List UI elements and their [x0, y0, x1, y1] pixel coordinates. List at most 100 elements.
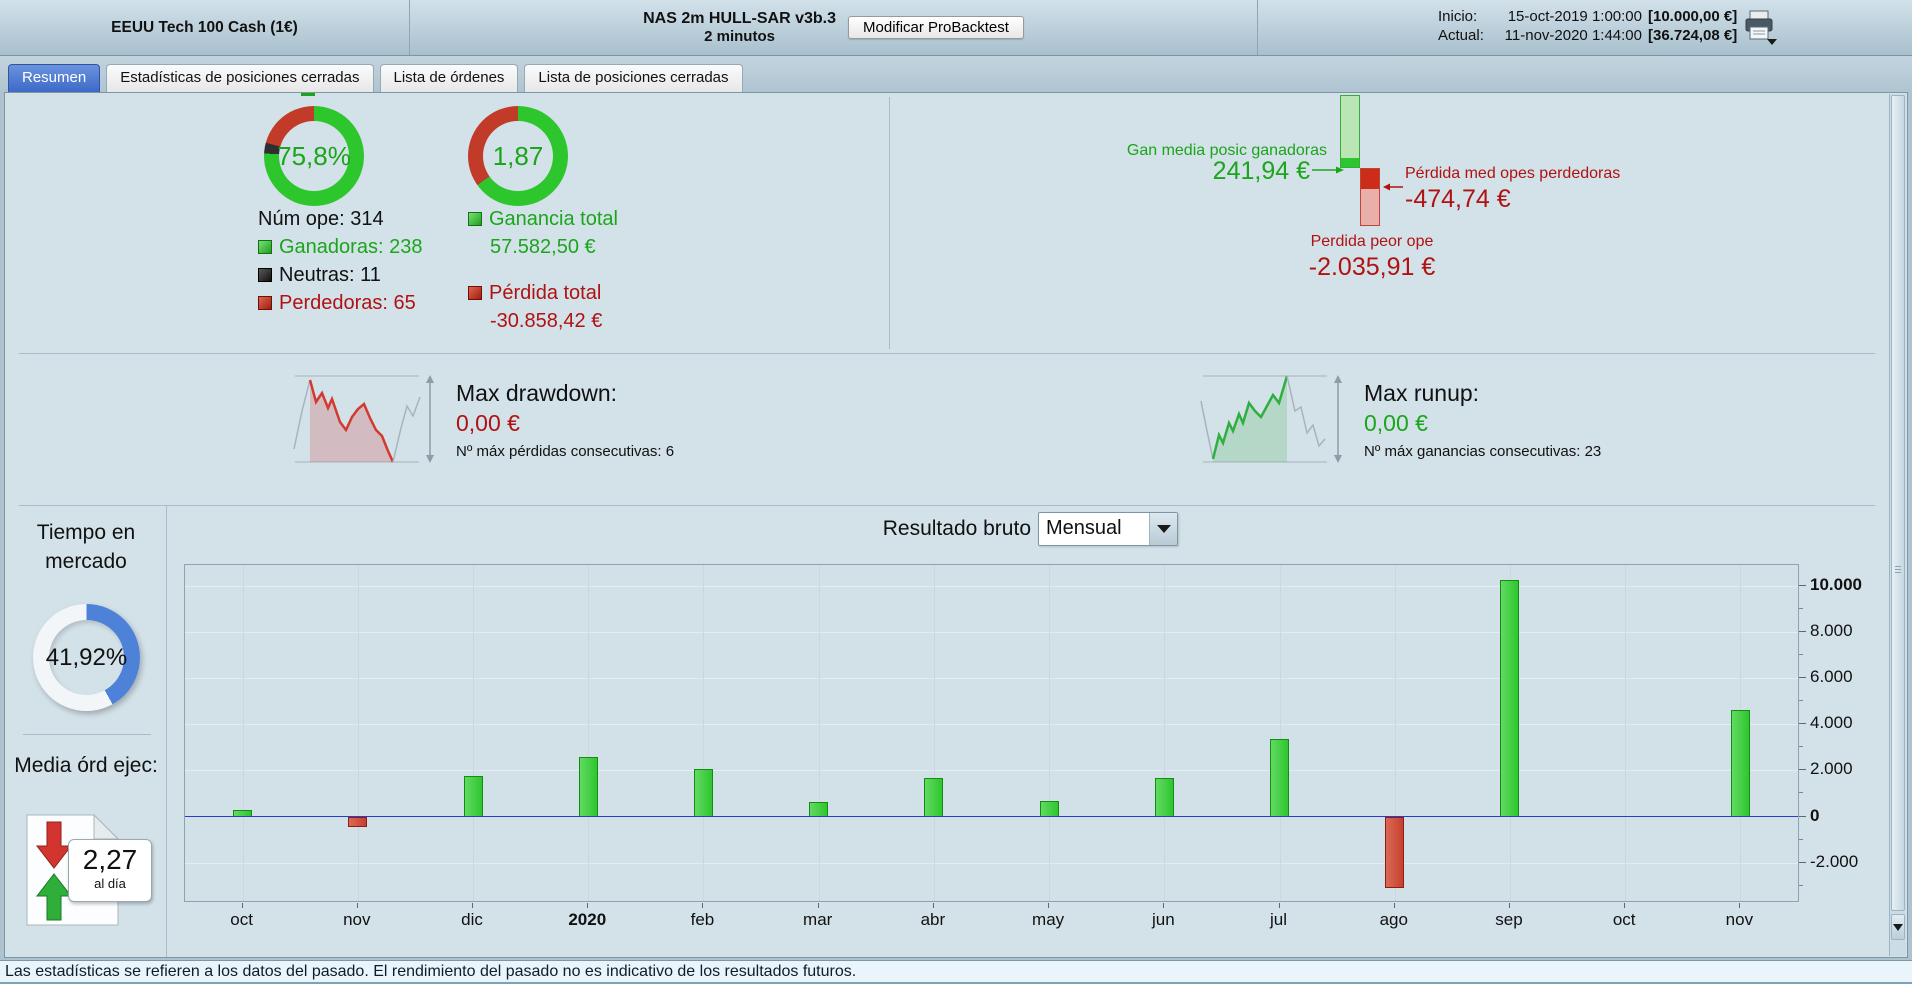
- y-major-tick: [1799, 630, 1806, 632]
- neutras-text: Neutras: 11: [279, 263, 381, 286]
- gridline-vertical: [933, 565, 935, 901]
- avg-orders-title: Media órd ejec:: [14, 754, 158, 777]
- y-minor-tick: [1799, 792, 1803, 794]
- monthly-results-plot: [184, 564, 1799, 902]
- account-summary: Inicio: 15-oct-2019 1:00:00 [10.000,00 €…: [1438, 7, 1737, 45]
- status-bar: Las estadísticas se refieren a los datos…: [0, 960, 1912, 982]
- result-bar-jul: [1270, 738, 1290, 817]
- results-chart-section: Tiempo en mercado 41,92% Media órd ejec:…: [5, 506, 1889, 957]
- gridline-vertical: [473, 565, 475, 901]
- vertical-scrollbar[interactable]: [1889, 94, 1906, 956]
- result-bar-nov: [1730, 709, 1750, 817]
- modify-probacktest-button[interactable]: Modificar ProBacktest: [848, 16, 1024, 39]
- avg-orders-unit: al día: [94, 876, 126, 891]
- scrollbar-thumb[interactable]: [1891, 95, 1905, 911]
- start-label: Inicio:: [1438, 8, 1478, 25]
- result-bar-jun: [1154, 777, 1174, 817]
- ganadoras-text: Ganadoras: 238: [279, 235, 423, 258]
- tab-resumen[interactable]: Resumen: [8, 64, 101, 92]
- runup-note: Nº máx ganancias consecutivas: 23: [1364, 443, 1602, 460]
- trade-count-stats: Núm ope: 314 Ganadoras: 238 Neutras: 11 …: [258, 205, 422, 317]
- y-axis-label: 8.000: [1810, 620, 1853, 640]
- x-axis-tick: [1048, 903, 1050, 908]
- gridline-vertical: [242, 565, 244, 901]
- x-axis: oct nov dic 2020 feb mar abr may jun jul ago sep oct…: [184, 903, 1799, 931]
- ganancia-total-value-row: 57.582,50 €: [468, 233, 618, 261]
- result-bar-abr: [924, 778, 944, 817]
- tab-estadisticas-posiciones-cerradas[interactable]: Estadísticas de posiciones cerradas: [106, 64, 374, 92]
- left-column-divider: [23, 734, 151, 735]
- profit-factor-value: 1,87: [492, 140, 544, 171]
- period-select-button[interactable]: [1149, 513, 1177, 545]
- tab-lista-posiciones-cerradas[interactable]: Lista de posiciones cerradas: [524, 64, 743, 92]
- print-icon[interactable]: [1742, 8, 1778, 51]
- x-axis-tick: [1624, 903, 1626, 908]
- x-axis-tick: [1508, 903, 1510, 908]
- result-bar-dic: [463, 776, 483, 817]
- strategy-timeframe: 2 minutos: [704, 28, 775, 45]
- x-axis-label: jul: [1270, 910, 1288, 929]
- zero-line: [185, 816, 1798, 818]
- best-gain-bar: [1340, 95, 1360, 168]
- worst-trade-label: Perdida peor ope: [1310, 233, 1434, 250]
- gridline-vertical: [1049, 565, 1051, 901]
- stats-divider: [889, 97, 890, 349]
- x-axis-label: sep: [1495, 910, 1523, 929]
- result-bar-2020: [578, 756, 598, 817]
- avg-loss-arrow-icon: [1383, 179, 1403, 197]
- gridline-horizontal: [185, 862, 1798, 864]
- gridline-vertical: [357, 565, 359, 901]
- y-major-tick: [1799, 584, 1806, 586]
- x-axis-label: ago: [1379, 910, 1408, 929]
- gridline-vertical: [1394, 565, 1396, 901]
- drawdown-runup-section: Max drawdown: 0,00 € Nº máx pérdidas con…: [5, 354, 1889, 505]
- y-minor-tick: [1799, 700, 1803, 702]
- y-major-tick: [1799, 677, 1806, 679]
- win-rate-value: 75,8%: [277, 140, 351, 171]
- period-select[interactable]: Mensual: [1038, 512, 1178, 546]
- runup-sparkline-icon: [1197, 371, 1346, 472]
- avg-gain-value: 241,94 €: [1212, 157, 1310, 185]
- tab-lista-ordenes[interactable]: Lista de órdenes: [379, 64, 519, 92]
- drawdown-value: 0,00 €: [456, 410, 520, 436]
- avg-orders-value: 2,27: [82, 844, 138, 875]
- ganancia-total-value: 57.582,50 €: [490, 235, 596, 258]
- perdida-total-row: Pérdida total: [468, 279, 618, 307]
- y-minor-tick: [1799, 746, 1803, 748]
- avg-loss-segment: [1361, 169, 1379, 189]
- gain-legend-icon: [468, 212, 482, 226]
- gridline-vertical: [1625, 565, 1627, 901]
- profit-loss-stats: Ganancia total 57.582,50 € Pérdida total…: [468, 205, 618, 335]
- y-major-tick: [1799, 861, 1806, 863]
- y-axis-label: 10.000: [1810, 574, 1862, 594]
- tab-bar: Resumen Estadísticas de posiciones cerra…: [0, 56, 1912, 92]
- result-bar-ago: [1385, 816, 1405, 888]
- result-bar-nov: [348, 816, 368, 827]
- chart-title: Resultado bruto: [882, 517, 1031, 540]
- x-axis-tick: [241, 903, 243, 908]
- result-bar-may: [1039, 801, 1059, 817]
- x-axis-tick: [587, 903, 589, 908]
- num-ope-row: Núm ope: 314: [258, 205, 422, 233]
- x-axis-tick: [1163, 903, 1165, 908]
- profit-factor-donut: 1,87: [468, 106, 568, 206]
- scrollbar-down-button[interactable]: [1891, 914, 1905, 940]
- runup-text-block: Max runup: 0,00 € Nº máx ganancias conse…: [1364, 380, 1601, 460]
- y-minor-tick: [1799, 654, 1803, 655]
- avg-gain-label: Gan media posic ganadoras: [1126, 142, 1327, 159]
- perdida-total-label: Pérdida total: [489, 281, 602, 304]
- neutras-row: Neutras: 11: [258, 261, 422, 289]
- time-in-market-value: 41,92%: [45, 643, 128, 671]
- avg-loss-label: Pérdida med opes perdedoras: [1405, 165, 1621, 182]
- x-axis-tick: [356, 903, 358, 908]
- x-axis-tick: [1278, 903, 1280, 908]
- x-axis-label: feb: [690, 910, 715, 929]
- runup-value: 0,00 €: [1364, 410, 1428, 436]
- ganancia-total-row: Ganancia total: [468, 205, 618, 233]
- x-axis-label: mar: [803, 910, 833, 929]
- worst-trade-value: -2.035,91 €: [1308, 253, 1436, 281]
- loss-legend-icon: [468, 286, 482, 300]
- y-axis-label: 4.000: [1810, 713, 1853, 733]
- drawdown-sparkline-icon: [289, 371, 438, 472]
